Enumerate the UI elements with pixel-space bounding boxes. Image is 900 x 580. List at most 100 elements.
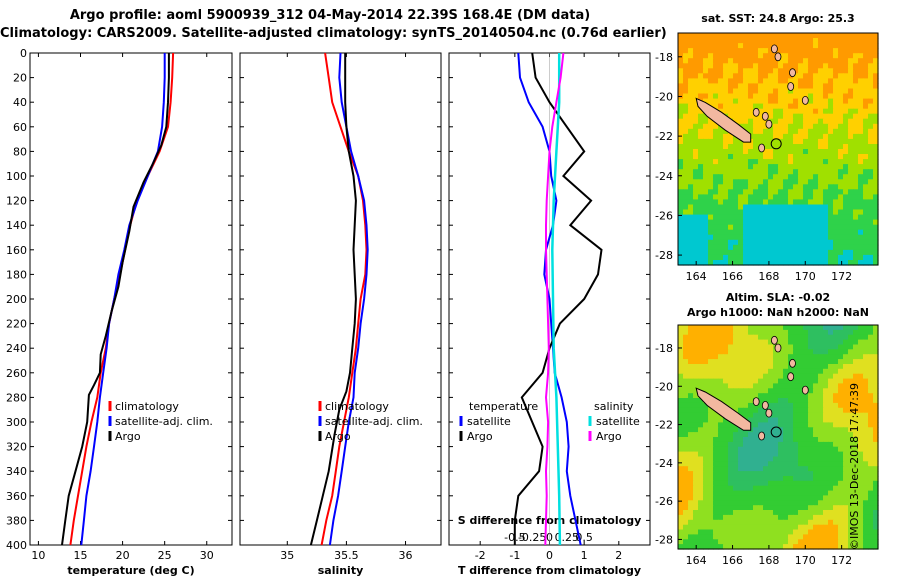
- map-xtick-label: 170: [795, 270, 816, 283]
- small-island: [765, 408, 773, 418]
- legend-label: satellite-adj. clim.: [325, 415, 423, 428]
- legend-label: Argo: [115, 430, 141, 443]
- map-frame-sst-map: [677, 32, 879, 266]
- map-xtick-label: 172: [831, 554, 852, 567]
- legend-label: Argo: [467, 430, 493, 443]
- legend-label: satellite: [467, 415, 511, 428]
- credit-text: ©IMOS 13-Dec-2018 17:47:39: [848, 383, 861, 550]
- map-ytick-label: -22: [655, 130, 673, 143]
- legend-title: salinity: [594, 400, 634, 413]
- xtick-label: 35.5: [334, 549, 359, 562]
- xtick-label: 36: [399, 549, 413, 562]
- ytick-label: 320: [6, 441, 27, 454]
- legend-label: Argo: [325, 430, 351, 443]
- island-shape: [695, 387, 752, 431]
- xtick-label: 1: [581, 549, 588, 562]
- small-island: [765, 119, 773, 129]
- map-ytick-label: -28: [655, 533, 673, 546]
- map-ytick-label: -18: [655, 342, 673, 355]
- map-xtick-label: 172: [831, 270, 852, 283]
- xtick-label: 35: [280, 549, 294, 562]
- legend-label: satellite-adj. clim.: [115, 415, 213, 428]
- map-title: sat. SST: 24.8 Argo: 25.3: [701, 12, 854, 25]
- ytick-label: 40: [13, 96, 27, 109]
- map-xtick-label: 170: [795, 554, 816, 567]
- small-island: [801, 385, 809, 395]
- island-shape: [695, 97, 752, 143]
- series-line-t-satellite: [517, 52, 582, 546]
- xtick-label: 10: [31, 549, 45, 562]
- small-island: [752, 107, 760, 117]
- map-xtick-label: 166: [722, 270, 743, 283]
- ytick-label: 180: [6, 268, 27, 281]
- argo-position-marker: [770, 426, 782, 438]
- xtick-label: 30: [200, 549, 214, 562]
- map-subtitle: Argo h1000: NaN h2000: NaN: [687, 306, 869, 319]
- x-axis-label: salinity: [318, 564, 364, 577]
- plot-area-sal: [239, 52, 442, 546]
- small-island: [787, 82, 795, 91]
- ytick-label: 0: [20, 47, 27, 60]
- map-field-sla-map: [678, 325, 879, 550]
- ytick-label: 120: [6, 195, 27, 208]
- chart-subtitle: Climatology: CARS2009. Satellite-adjuste…: [0, 26, 667, 41]
- map-xtick-label: 164: [686, 270, 707, 283]
- ytick-label: 280: [6, 391, 27, 404]
- small-island: [758, 431, 765, 441]
- xtick-label: 0: [546, 549, 553, 562]
- small-island: [774, 343, 782, 353]
- small-island: [787, 372, 795, 382]
- ytick-label: 140: [6, 219, 27, 232]
- series-line-climatology: [320, 52, 368, 546]
- x-axis-label: T difference from climatology: [458, 564, 641, 577]
- small-island: [774, 52, 782, 62]
- series-line-s-satellite: [551, 53, 562, 546]
- map-ytick-label: -24: [655, 170, 673, 183]
- ytick-label: 80: [13, 145, 27, 158]
- ytick-label: 360: [6, 490, 27, 503]
- ytick-label: 340: [6, 465, 27, 478]
- series-line-s-argo: [544, 52, 565, 546]
- map-ytick-label: -26: [655, 495, 673, 508]
- small-island: [789, 68, 796, 78]
- ytick-label: 240: [6, 342, 27, 355]
- ytick-label: 300: [6, 416, 27, 429]
- series-line-argo: [61, 53, 170, 546]
- xtick-label: 25: [158, 549, 172, 562]
- argo-position-marker: [770, 138, 782, 150]
- small-island: [789, 358, 796, 368]
- small-island: [771, 335, 778, 345]
- s-tick-label: -0.25: [518, 531, 546, 544]
- ytick-label: 200: [6, 293, 27, 306]
- map-xtick-label: 168: [758, 270, 779, 283]
- x-axis-label: temperature (deg C): [67, 564, 194, 577]
- map-ytick-label: -22: [655, 419, 673, 432]
- map-xtick-label: 168: [758, 554, 779, 567]
- map-ytick-label: -18: [655, 51, 673, 64]
- ytick-label: 100: [6, 170, 27, 183]
- legend-label: Argo: [596, 430, 622, 443]
- series-line-t-argo: [513, 52, 603, 545]
- map-ytick-label: -20: [655, 90, 673, 103]
- legend-label: climatology: [325, 400, 389, 413]
- xtick-label: 20: [116, 549, 130, 562]
- small-island: [801, 96, 809, 105]
- map-ytick-label: -24: [655, 457, 673, 470]
- ytick-label: 380: [6, 514, 27, 527]
- xtick-label: 15: [74, 549, 88, 562]
- ytick-label: 60: [13, 121, 27, 134]
- xtick-label: 2: [615, 549, 622, 562]
- small-island: [752, 397, 760, 407]
- small-island: [758, 143, 765, 153]
- plot-area-temp: [29, 52, 233, 546]
- series-line-argo: [309, 53, 357, 546]
- ytick-label: 160: [6, 244, 27, 257]
- legend-title: temperature: [469, 400, 538, 413]
- small-island: [771, 44, 778, 54]
- map-frame-sla-map: [677, 324, 879, 550]
- chart-title: Argo profile: aoml 5900939_312 04-May-20…: [69, 8, 591, 23]
- map-title: Altim. SLA: -0.02: [726, 291, 830, 304]
- map-xtick-label: 164: [686, 554, 707, 567]
- map-xtick-label: 166: [722, 554, 743, 567]
